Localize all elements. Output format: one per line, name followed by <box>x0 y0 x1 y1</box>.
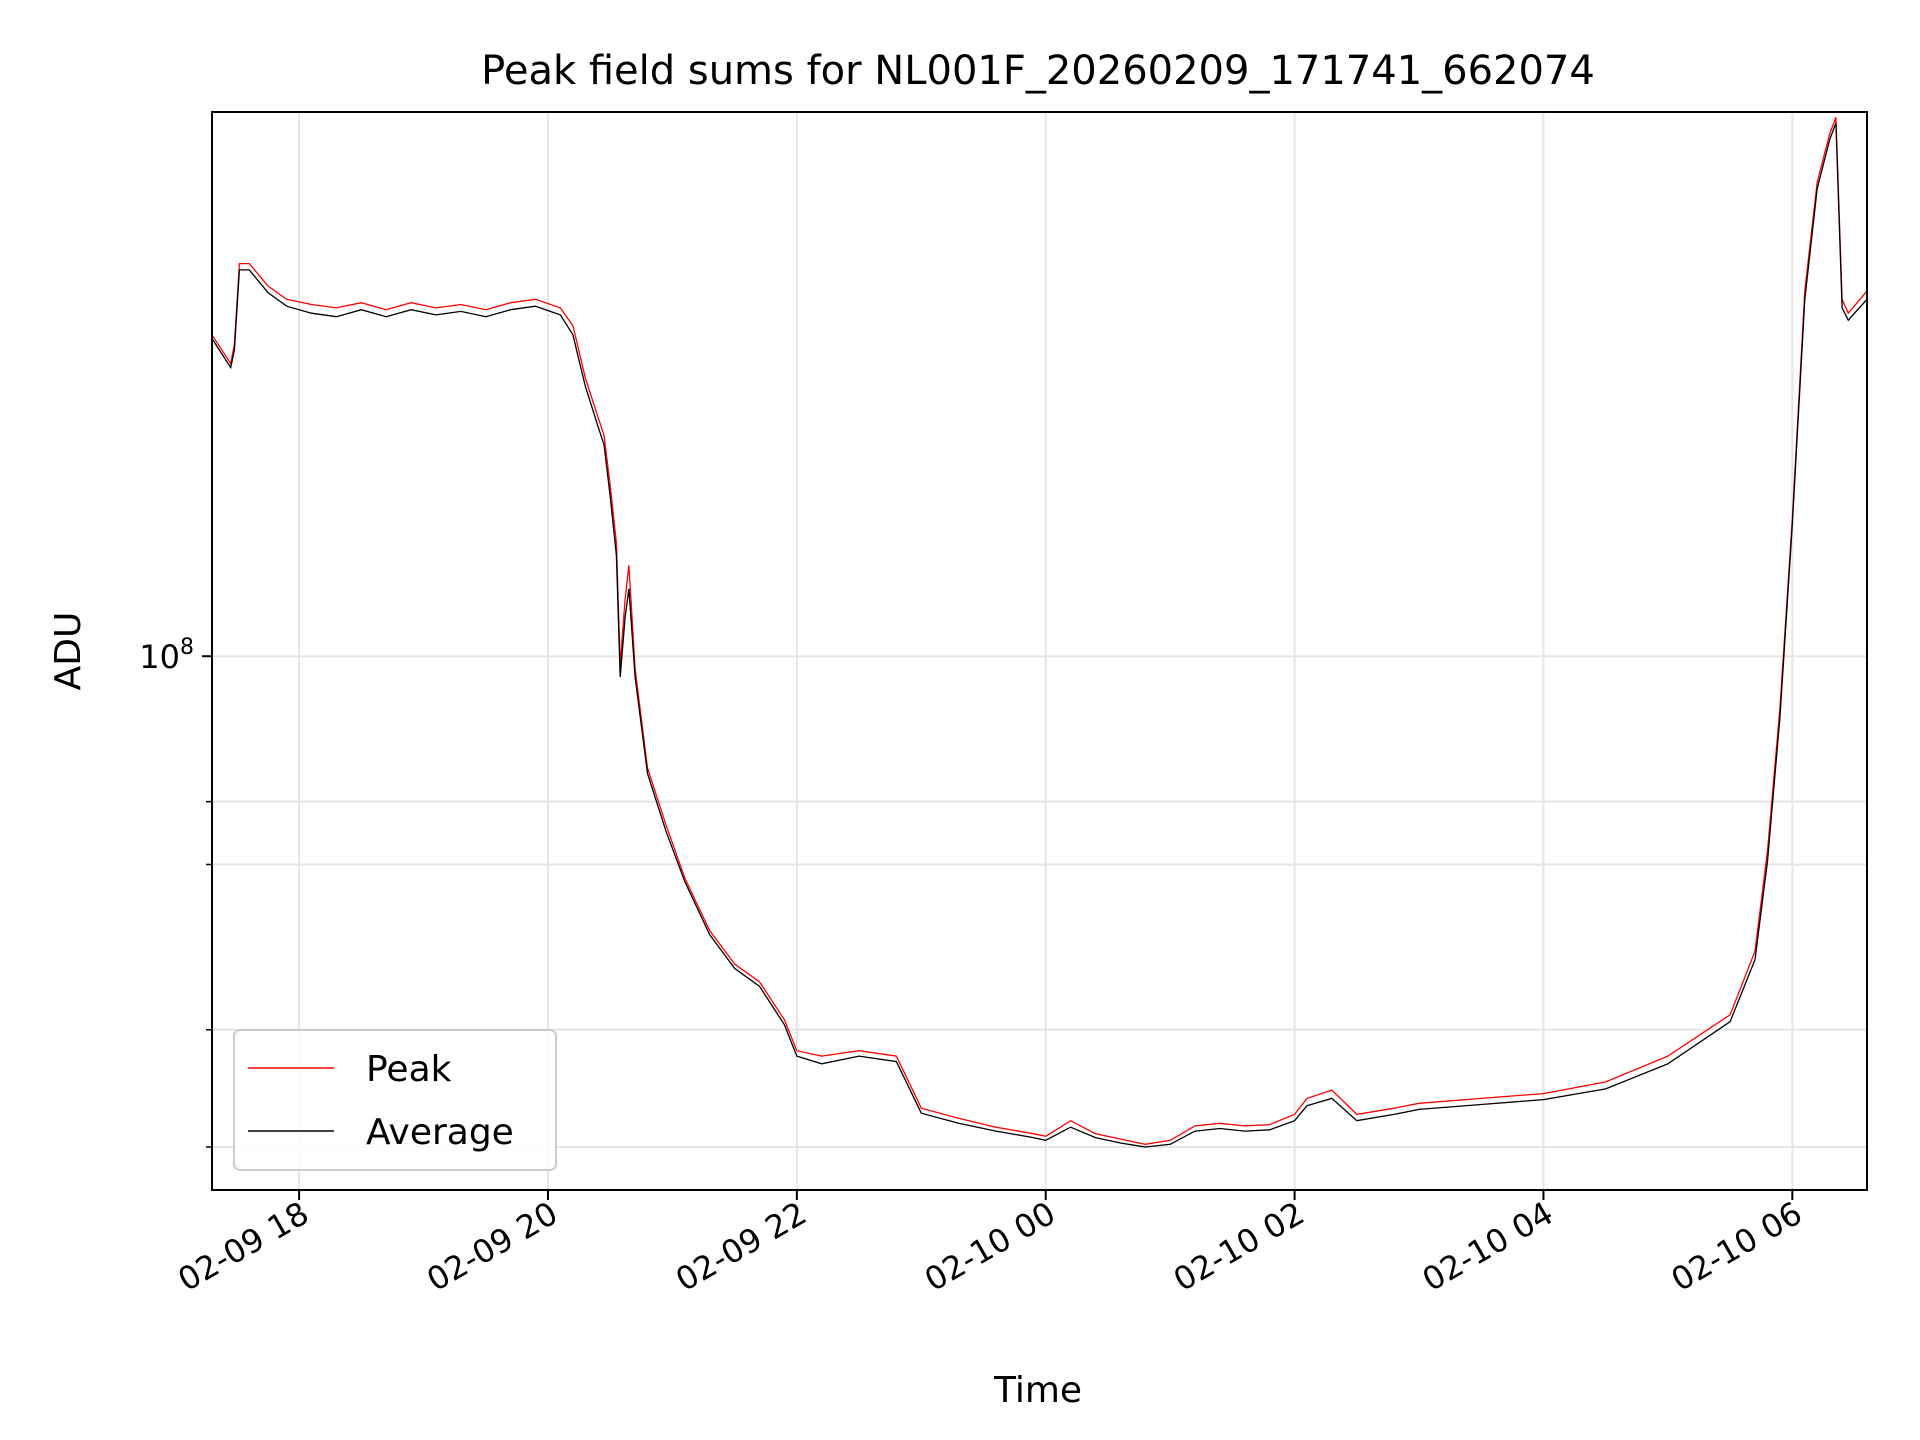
legend: Peak Average <box>233 1029 557 1171</box>
plot-frame <box>211 111 1868 1191</box>
y-axis-label: ADU <box>48 612 89 691</box>
y-axis: 108 <box>139 635 212 1148</box>
series-peak-line <box>211 117 1868 1145</box>
series-average-line <box>211 122 1868 1148</box>
chart-title: Peak field sums for NL001F_20260209_1717… <box>481 48 1595 94</box>
legend-peak-label: Peak <box>366 1049 452 1090</box>
y-tick-label: 108 <box>139 635 194 676</box>
y-tick-label-base: 10 <box>139 638 180 676</box>
y-tick-label-exponent: 8 <box>180 635 194 660</box>
plot-area <box>211 117 1868 1148</box>
x-axis-label: Time <box>993 1370 1082 1411</box>
legend-box <box>233 1029 557 1171</box>
legend-average-label: Average <box>366 1112 514 1153</box>
